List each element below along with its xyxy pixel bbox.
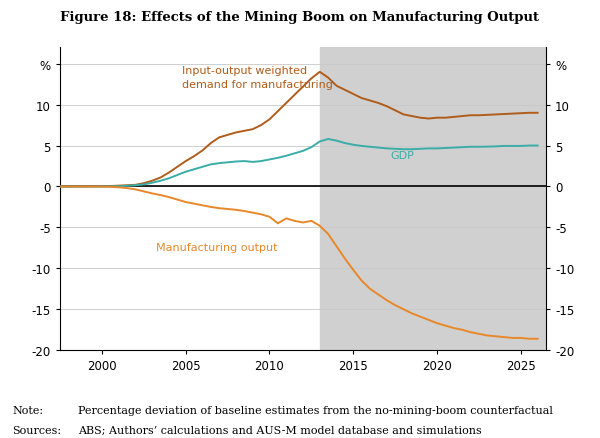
Text: GDP: GDP xyxy=(390,151,414,161)
Bar xyxy=(320,48,546,350)
Text: Percentage deviation of baseline estimates from the no-mining-boom counterfactua: Percentage deviation of baseline estimat… xyxy=(78,405,553,415)
Text: Figure 18: Effects of the Mining Boom on Manufacturing Output: Figure 18: Effects of the Mining Boom on… xyxy=(61,11,539,24)
Text: Note:: Note: xyxy=(12,405,43,415)
Text: ABS; Authors’ calculations and AUS-M model database and simulations: ABS; Authors’ calculations and AUS-M mod… xyxy=(78,425,482,435)
Text: Sources:: Sources: xyxy=(12,425,61,435)
Text: Manufacturing output: Manufacturing output xyxy=(155,243,277,253)
Text: Input-output weighted
demand for manufacturing: Input-output weighted demand for manufac… xyxy=(182,66,333,89)
